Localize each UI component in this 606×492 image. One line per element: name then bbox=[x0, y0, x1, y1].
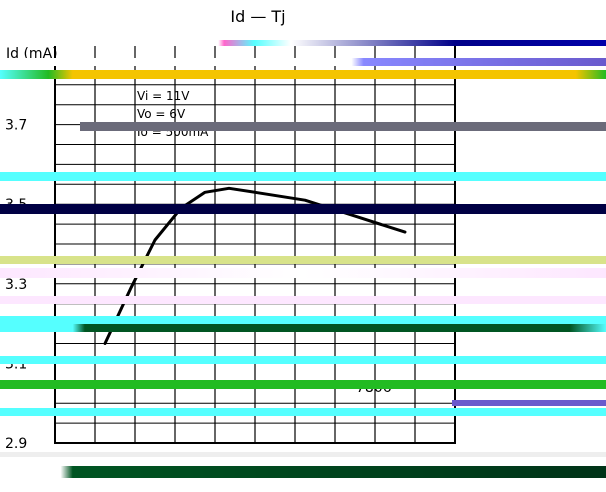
glitch-band bbox=[0, 324, 606, 332]
y-tick-label: 3.3 bbox=[5, 277, 27, 293]
glitch-band bbox=[0, 452, 606, 457]
y-tick-label: 3.7 bbox=[5, 118, 27, 134]
y-tick-labels: 2.93.13.33.53.7 bbox=[5, 118, 27, 452]
glitch-band bbox=[0, 58, 606, 66]
glitch-band bbox=[452, 400, 606, 406]
y-tick-label: 2.9 bbox=[5, 436, 27, 452]
condition-vi: Vi = 11V bbox=[137, 89, 190, 103]
glitch-band bbox=[0, 408, 606, 416]
condition-vo: Vo = 6V bbox=[137, 107, 186, 121]
glitch-band bbox=[0, 40, 606, 46]
conditions-annotation: Vi = 11V Vo = 6V Io = 500mA bbox=[137, 89, 209, 139]
glitch-band bbox=[0, 380, 606, 389]
glitch-band bbox=[0, 316, 606, 324]
glitch-band bbox=[0, 296, 606, 304]
glitch-band bbox=[0, 172, 606, 181]
glitch-band bbox=[0, 356, 606, 364]
glitch-band bbox=[0, 268, 606, 278]
chart-title: Id — Tj bbox=[230, 7, 285, 26]
glitch-band bbox=[0, 256, 606, 264]
glitch-band bbox=[0, 70, 606, 79]
glitch-band bbox=[0, 204, 606, 214]
glitch-band bbox=[80, 122, 606, 131]
glitch-band bbox=[0, 466, 606, 478]
